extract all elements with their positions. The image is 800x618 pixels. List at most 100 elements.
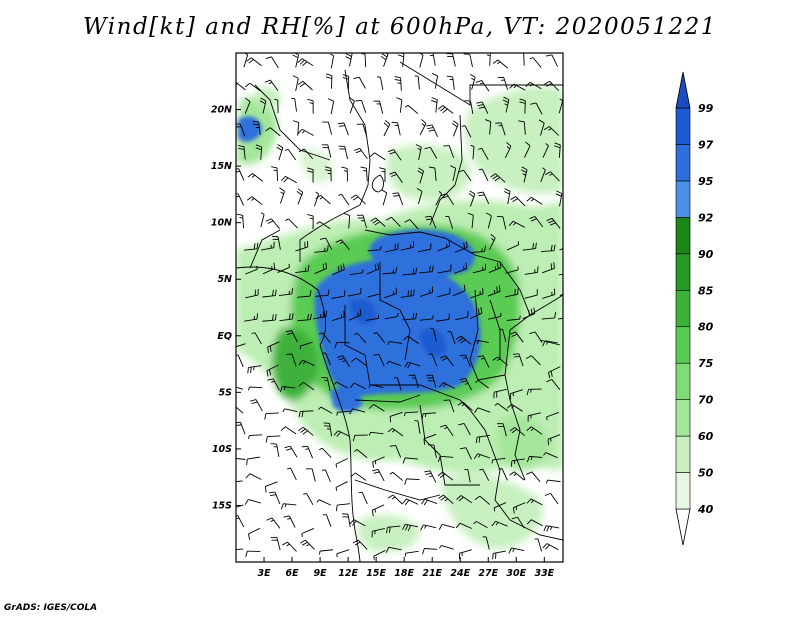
wind-barb xyxy=(298,410,314,418)
wind-barb xyxy=(366,263,380,275)
wind-barb xyxy=(422,548,438,555)
wind-barb xyxy=(322,352,331,366)
wind-barb xyxy=(402,267,418,276)
colorbar-label: 99 xyxy=(698,102,714,115)
wind-barb xyxy=(372,468,385,482)
wind-barb xyxy=(545,479,561,484)
wind-barb xyxy=(307,167,314,183)
wind-barb xyxy=(321,469,331,482)
lon-label: 30E xyxy=(506,568,526,579)
wind-barb xyxy=(509,427,526,437)
wind-barb xyxy=(314,262,328,274)
wind-barb xyxy=(526,426,543,435)
colorbar-label: 90 xyxy=(698,248,714,261)
wind-barb xyxy=(491,457,506,464)
lon-label: 15E xyxy=(366,568,386,579)
wind-barb xyxy=(297,290,312,298)
wind-barb xyxy=(421,498,438,506)
wind-barb xyxy=(437,455,454,463)
wind-barb xyxy=(430,328,437,342)
wind-barb xyxy=(544,171,560,182)
wind-barb xyxy=(492,550,506,560)
latitude-axis: 20N 15N 10N 5N EQ 5S 10S 15S xyxy=(211,105,241,511)
wind-barb xyxy=(457,401,473,411)
wind-barb xyxy=(379,167,386,183)
wind-barb xyxy=(236,504,244,508)
wind-barb xyxy=(367,290,381,298)
wind-barb xyxy=(314,191,320,207)
wind-barb xyxy=(350,472,367,481)
colorbar-segment xyxy=(675,180,691,218)
wind-barb xyxy=(506,403,523,412)
wind-barb xyxy=(392,192,404,206)
wind-barb xyxy=(264,412,279,420)
wind-barb xyxy=(541,311,557,320)
wind-barb xyxy=(446,53,456,67)
wind-barb xyxy=(292,75,299,92)
wind-barb xyxy=(473,453,491,459)
wind-barb xyxy=(369,152,386,161)
wind-barb xyxy=(297,80,313,91)
wind-barb xyxy=(270,443,280,457)
wind-barb xyxy=(298,426,314,436)
wind-barb xyxy=(280,175,297,184)
wind-barb xyxy=(244,313,258,322)
wind-barb xyxy=(246,456,261,466)
wind-barb xyxy=(360,166,368,182)
wind-barb xyxy=(439,424,454,437)
wind-barb xyxy=(558,98,563,114)
wind-barb xyxy=(352,434,368,442)
wind-barb xyxy=(478,147,489,160)
colorbar-label: 92 xyxy=(698,211,714,224)
wind-barb xyxy=(335,503,351,512)
wind-barb xyxy=(452,284,466,297)
wind-barb xyxy=(403,335,419,344)
wind-barb xyxy=(485,212,492,229)
wind-barb xyxy=(524,289,538,299)
colorbar-label: 80 xyxy=(698,321,714,334)
wind-barb xyxy=(510,196,526,207)
wind-barb xyxy=(236,458,246,460)
lon-label: 9E xyxy=(314,568,328,579)
wind-barb xyxy=(455,335,472,345)
wind-barb xyxy=(544,492,559,505)
wind-barb xyxy=(283,515,296,528)
wind-barb xyxy=(244,97,251,114)
wind-barb xyxy=(291,97,297,112)
wind-barbs xyxy=(236,53,563,560)
wind-barb xyxy=(385,216,401,227)
wind-barb xyxy=(250,399,263,412)
wind-barb xyxy=(341,513,351,528)
wind-barb xyxy=(544,80,560,92)
wind-barb xyxy=(321,144,332,158)
wind-barb xyxy=(473,520,488,529)
wind-barb xyxy=(279,187,285,204)
wind-barb xyxy=(489,233,496,250)
wind-barb xyxy=(502,96,510,113)
wind-barb xyxy=(380,53,389,67)
wind-barb xyxy=(526,519,543,527)
wind-barb xyxy=(459,447,472,460)
wind-barb xyxy=(371,527,386,538)
wind-barb xyxy=(526,388,542,396)
wind-barb xyxy=(280,503,297,510)
wind-barb xyxy=(431,73,439,89)
wind-barb xyxy=(477,191,490,205)
wind-barb xyxy=(284,148,297,161)
wind-barb xyxy=(474,407,491,414)
wind-barb xyxy=(349,269,364,276)
wind-barb xyxy=(473,339,489,346)
wind-barb xyxy=(236,168,245,181)
wind-barb xyxy=(370,217,386,227)
wind-barb xyxy=(524,266,539,275)
wind-barb xyxy=(368,404,385,412)
wind-barb xyxy=(354,449,368,459)
wind-barb xyxy=(372,456,385,468)
wind-barb xyxy=(387,427,404,437)
wind-barb xyxy=(477,355,490,368)
wind-barb xyxy=(313,310,327,320)
wind-barb xyxy=(478,168,489,181)
wind-barb xyxy=(246,57,262,67)
wind-barb xyxy=(475,80,490,92)
